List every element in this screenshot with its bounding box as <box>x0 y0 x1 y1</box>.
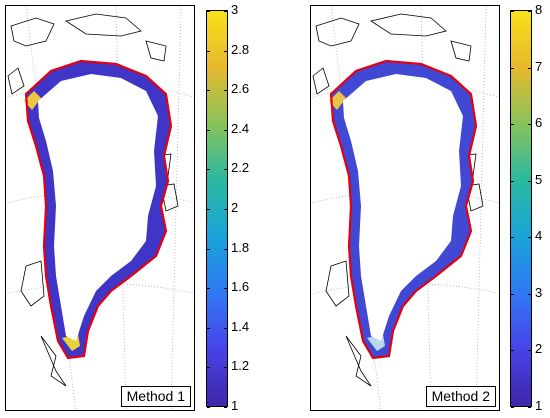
colorbar-tick-label: 2 <box>535 341 543 357</box>
colorbar-gradient <box>511 11 531 406</box>
colorbar-tick-mark <box>224 50 227 52</box>
colorbar-tick-label: 2.4 <box>231 120 250 136</box>
map-panel-method-1: Method 1 <box>5 5 195 411</box>
colorbar-tick-mark <box>511 124 514 126</box>
colorbar-tick-mark <box>511 350 514 352</box>
coastline-islands <box>7 13 179 387</box>
colorbar-tick-label: 2.2 <box>231 160 250 176</box>
colorbar-tick-mark <box>511 237 514 239</box>
colorbar-tick-mark <box>224 209 227 210</box>
ice-sheet-interior <box>38 74 158 341</box>
colorbar-tick-mark <box>224 367 227 369</box>
colorbar-tick-label: 8 <box>535 2 543 17</box>
colorbar-tick-mark <box>207 129 210 131</box>
colorbar-tick-label: 1 <box>231 398 239 413</box>
colorbar-tick-mark <box>207 90 210 92</box>
colorbar-tick-label: 1.8 <box>231 239 250 255</box>
colorbar-tick-mark <box>528 124 531 126</box>
colorbar-tick-mark <box>511 180 514 182</box>
colorbar-tick-mark <box>511 67 514 69</box>
colorbar-tick-mark <box>528 350 531 352</box>
colorbar-tick-mark <box>207 169 210 171</box>
greenland-map-1 <box>6 6 194 410</box>
ice-sheet-northwest-highlight <box>329 91 346 110</box>
colorbar-tick-label: 1.6 <box>231 279 250 295</box>
colorbar-tick-mark <box>224 327 227 329</box>
ice-margin-line <box>24 59 173 360</box>
colorbar-tick-label: 1.2 <box>231 358 250 374</box>
colorbar-tick-label: 4 <box>535 228 543 244</box>
method-label: Method 2 <box>425 386 496 407</box>
colorbar-tick-mark <box>207 209 210 210</box>
ice-sheet-interior <box>343 74 463 341</box>
ice-sheet-northwest-highlight <box>24 91 41 110</box>
colorbar-tick-mark <box>528 180 531 182</box>
colorbar-tick-mark <box>528 11 531 12</box>
colorbar-tick-mark <box>224 248 227 250</box>
colorbar-tick-mark <box>511 293 514 295</box>
colorbar-tick-mark <box>207 11 210 12</box>
colorbar-tick-mark <box>528 407 531 408</box>
colorbar-tick-mark <box>511 407 514 408</box>
colorbar-tick-label: 3 <box>535 284 543 300</box>
colorbar-tick-mark <box>207 367 210 369</box>
colorbar-tick-mark <box>224 169 227 171</box>
greenland-map-2 <box>311 6 499 410</box>
colorbar-method-1 <box>206 10 228 408</box>
colorbar-tick-mark <box>528 293 531 295</box>
colorbar-tick-mark <box>207 50 210 52</box>
colorbar-tick-label: 2.6 <box>231 81 250 97</box>
method-label: Method 1 <box>120 386 191 407</box>
colorbar-tick-label: 5 <box>535 171 543 187</box>
colorbar-tick-mark <box>207 327 210 329</box>
colorbar-tick-label: 2 <box>231 200 239 215</box>
colorbar-tick-mark <box>224 11 227 12</box>
colorbar-tick-mark <box>528 237 531 239</box>
colorbar-tick-mark <box>207 407 210 408</box>
colorbar-tick-mark <box>224 129 227 131</box>
colorbar-tick-label: 1 <box>535 398 543 413</box>
colorbar-tick-mark <box>511 11 514 12</box>
colorbar-tick-mark <box>207 288 210 290</box>
colorbar-tick-label: 7 <box>535 58 543 74</box>
colorbar-tick-mark <box>207 248 210 250</box>
colorbar-tick-label: 3 <box>231 2 239 17</box>
colorbar-tick-label: 1.4 <box>231 318 250 334</box>
colorbar-method-2 <box>510 10 532 408</box>
colorbar-tick-label: 6 <box>535 115 543 131</box>
map-panel-method-2: Method 2 <box>310 5 500 411</box>
colorbar-tick-mark <box>224 90 227 92</box>
colorbar-tick-mark <box>224 407 227 408</box>
colorbar-tick-mark <box>224 288 227 290</box>
colorbar-tick-mark <box>528 67 531 69</box>
colorbar-tick-label: 2.8 <box>231 41 250 57</box>
colorbar-gradient <box>207 11 227 406</box>
ice-margin-line <box>329 59 478 360</box>
